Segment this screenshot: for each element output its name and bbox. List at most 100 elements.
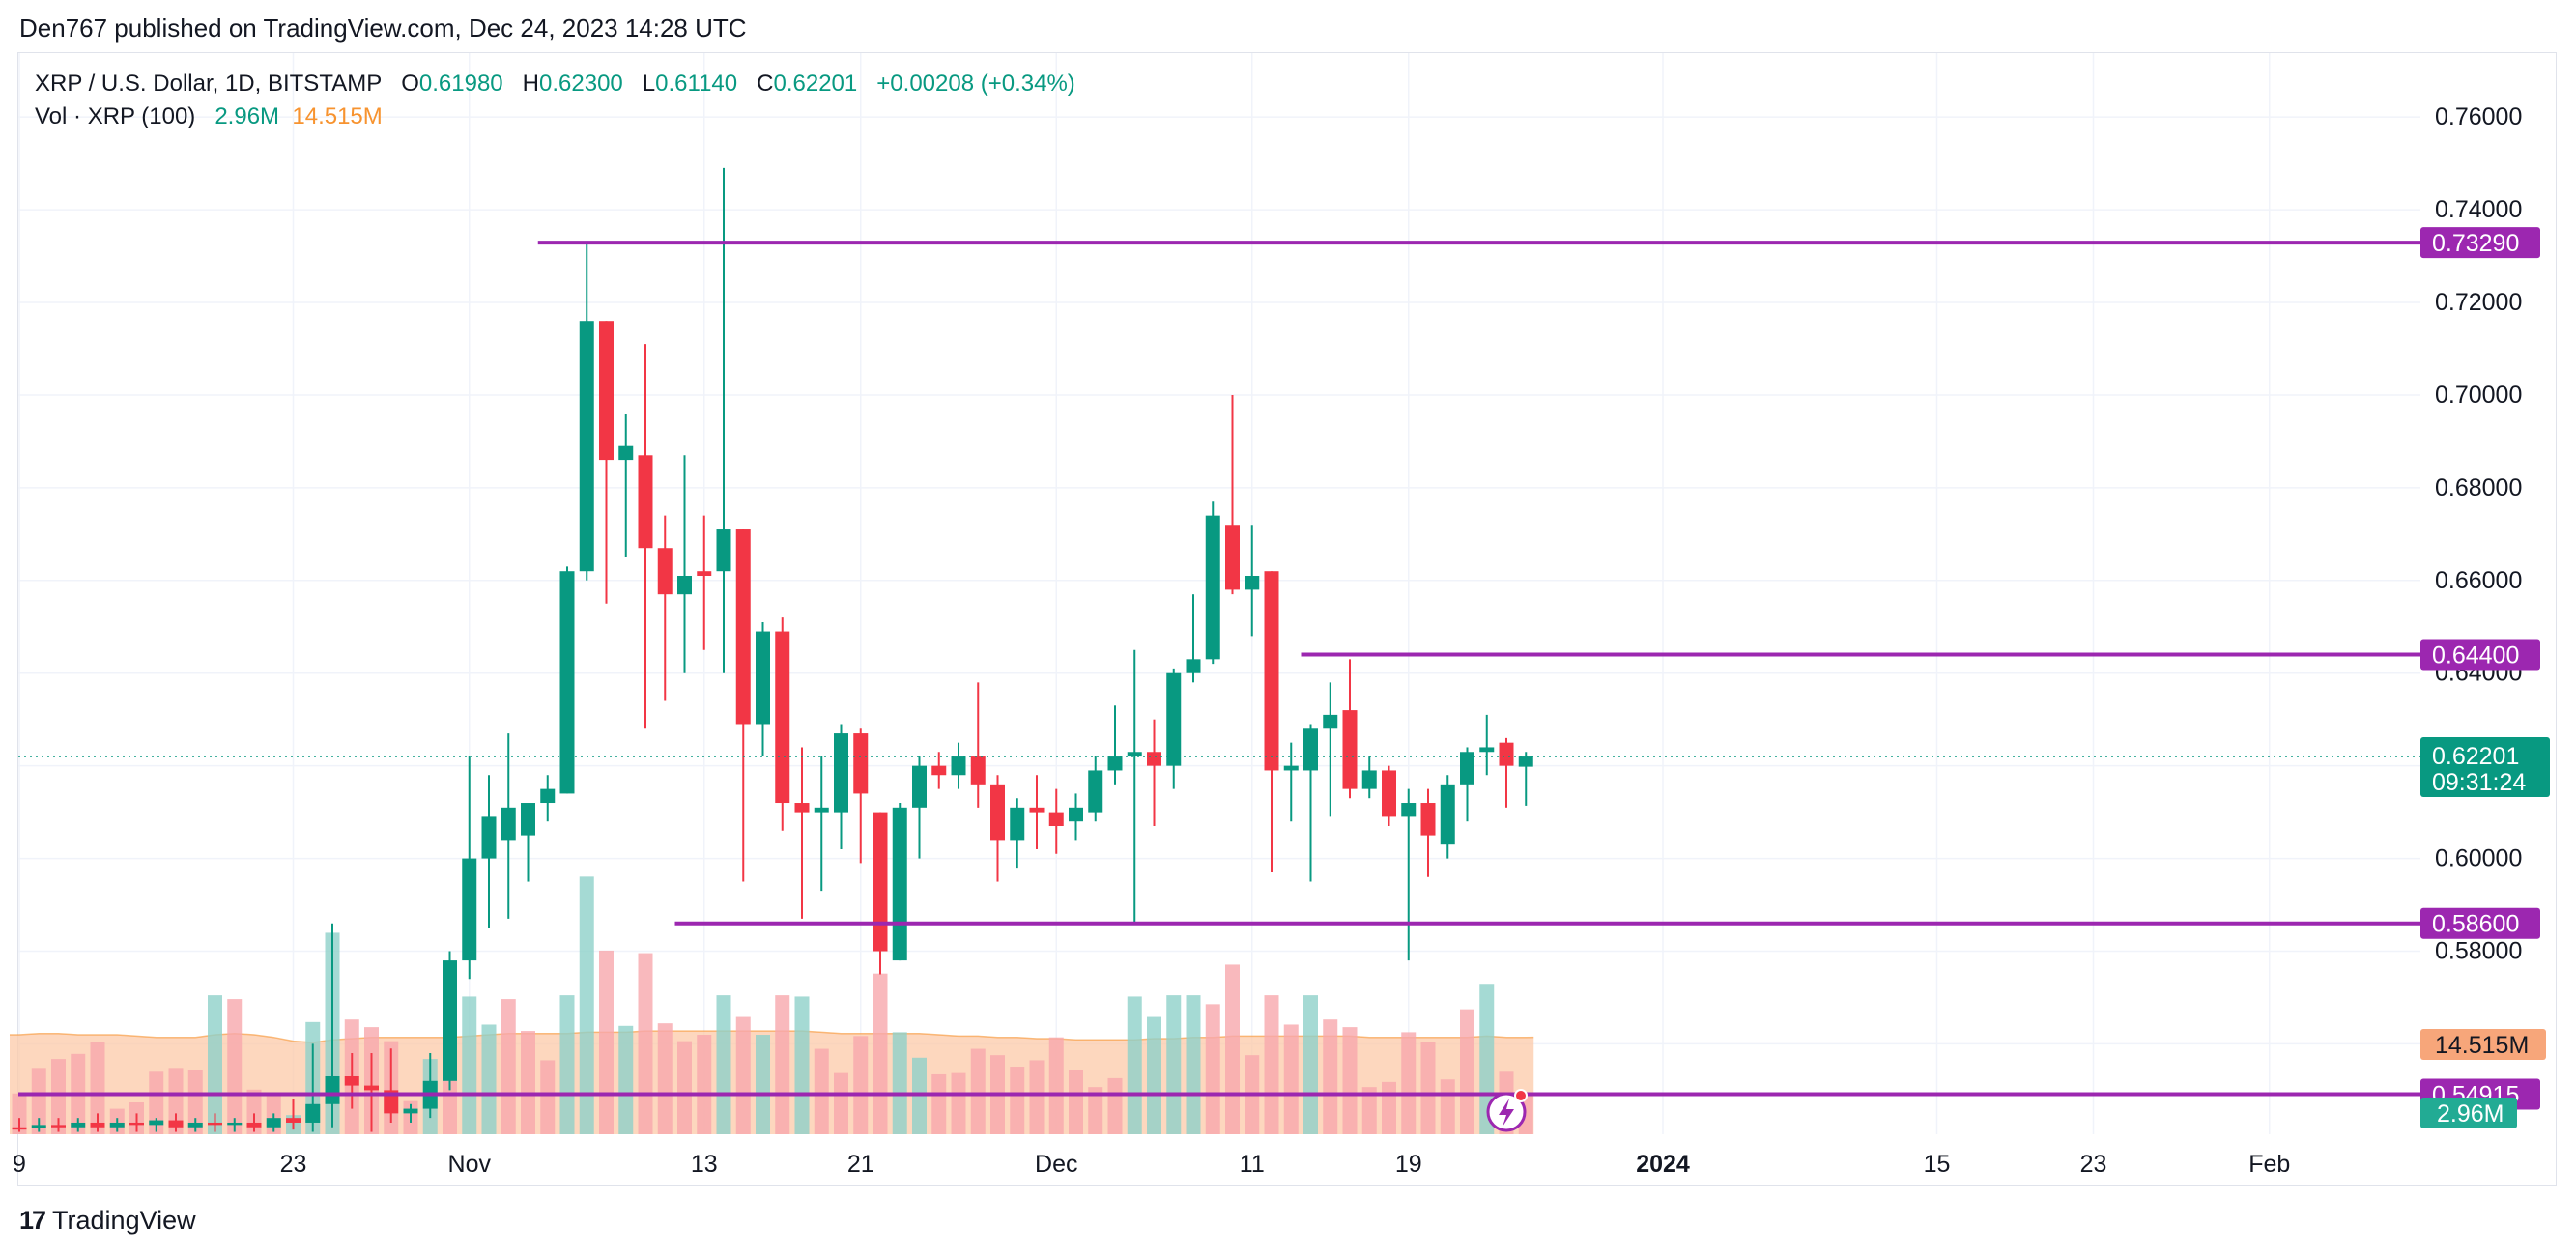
volume-bar [1010,1067,1025,1134]
volume-label[interactable]: Vol · XRP (100) [35,103,196,129]
x-tick-label: Nov [448,1151,492,1178]
candle-body [1440,784,1455,845]
y-tick-label: 0.74000 [2435,196,2522,223]
candle-body [599,321,614,461]
volume-bar [951,1072,966,1134]
volume-bar [187,1070,203,1134]
y-tick-label: 0.76000 [2435,103,2522,130]
candle-body [1088,770,1103,813]
volume-bar [735,1016,751,1134]
volume-bar [208,995,222,1134]
volume-bar [1460,1009,1474,1134]
candle-body [1499,742,1514,766]
low-label: L [642,71,656,97]
volume-bar [462,996,477,1134]
lightning-icon[interactable] [1486,1089,1528,1132]
volume-bar [970,1048,986,1134]
ohlc-row: XRP / U.S. Dollar, 1D, BITSTAMP O0.61980… [35,68,1075,100]
countdown-label: 09:31:24 [2432,769,2526,796]
level-tag [2420,907,2540,939]
volume-bar [599,950,614,1134]
volume-bar [1479,984,1495,1134]
candle-body [1127,752,1142,757]
volume-value: 2.96M [215,103,280,129]
candle-body [1342,710,1358,789]
close-label: C [757,71,774,97]
volume-bar [1069,1070,1083,1134]
candle-body [1283,765,1299,771]
y-tick-label: 0.68000 [2435,474,2522,501]
x-tick-label: 2024 [1636,1151,1690,1178]
volume-bar [521,1031,535,1134]
candle-body [129,1122,144,1126]
volume-row: Vol · XRP (100) 2.96M 14.515M [35,100,1075,133]
volume-bar [481,1024,497,1134]
volume-bar [1420,1042,1436,1134]
candle-body [1205,515,1220,660]
candle-body [1401,803,1417,817]
volume-bar [227,999,243,1134]
candle-body [1323,714,1338,729]
candle-body [1245,575,1260,590]
volume-bar [1303,995,1318,1134]
candle-body [149,1120,164,1126]
volume-bar [579,876,594,1134]
level-tag-label: 0.64400 [2432,642,2519,670]
volume-bar [1264,995,1279,1134]
candle-body [227,1122,243,1126]
candle-body [735,529,751,725]
candle-body [462,858,477,961]
candle-body [579,321,594,572]
candle-body [344,1076,359,1086]
tradingview-logo[interactable]: 17 TradingView [19,1206,196,1236]
candle-body [892,807,907,961]
symbol-label[interactable]: XRP / U.S. Dollar, 1D, BITSTAMP [35,71,383,97]
last-price-label: 0.62201 [2432,743,2519,770]
candle-body [794,803,810,813]
candle-body [853,733,869,794]
volume-bar [1342,1027,1358,1134]
x-tick-label: Feb [2248,1151,2290,1178]
volume-bar [501,999,516,1134]
candle-body [657,548,673,595]
candle-body [521,803,535,836]
volume-bar [1147,1016,1161,1134]
volume-bar [1401,1032,1417,1134]
volume-bar [1166,995,1182,1134]
close-value: 0.62201 [773,71,858,97]
volume-bar [1107,1077,1123,1134]
change-value: +0.00208 (+0.34%) [876,71,1075,97]
volume-bar [168,1068,184,1134]
volume-bar [794,996,810,1134]
volume-bar [716,995,731,1134]
horizontal-levels[interactable] [18,241,2420,1097]
volume-bar [677,1041,692,1134]
candle-body [1225,525,1240,590]
volume-bar [618,1025,634,1134]
candles [12,167,1533,1132]
volume-bar [1048,1037,1064,1134]
volume-bar [814,1048,829,1134]
volume-bar [1205,1004,1220,1134]
volume-bar [149,1071,164,1134]
volume-bar [873,973,888,1134]
candle-body [109,1122,125,1128]
high-value: 0.62300 [539,71,623,97]
candle-body [501,807,516,841]
candle-body [814,807,829,813]
volume-ma-value: 14.515M [292,103,383,129]
candle-body [286,1118,301,1123]
candle-body [305,1103,321,1123]
candle-body [1069,807,1083,822]
candle-body [1147,752,1161,766]
candle-body [618,445,634,461]
candle-body [12,1127,27,1130]
volume-bar [1088,1087,1103,1134]
candle-body [970,756,986,785]
candle-body [246,1122,262,1128]
volume-bar [540,1060,556,1134]
y-tick-label: 0.72000 [2435,289,2522,316]
candle-body [716,529,731,572]
x-tick-label: 23 [2080,1151,2107,1178]
